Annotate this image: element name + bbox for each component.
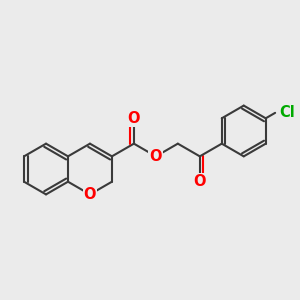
Text: Cl: Cl: [279, 105, 295, 120]
Text: O: O: [84, 187, 96, 202]
Text: O: O: [128, 111, 140, 126]
Text: O: O: [194, 174, 206, 189]
Text: O: O: [150, 149, 162, 164]
